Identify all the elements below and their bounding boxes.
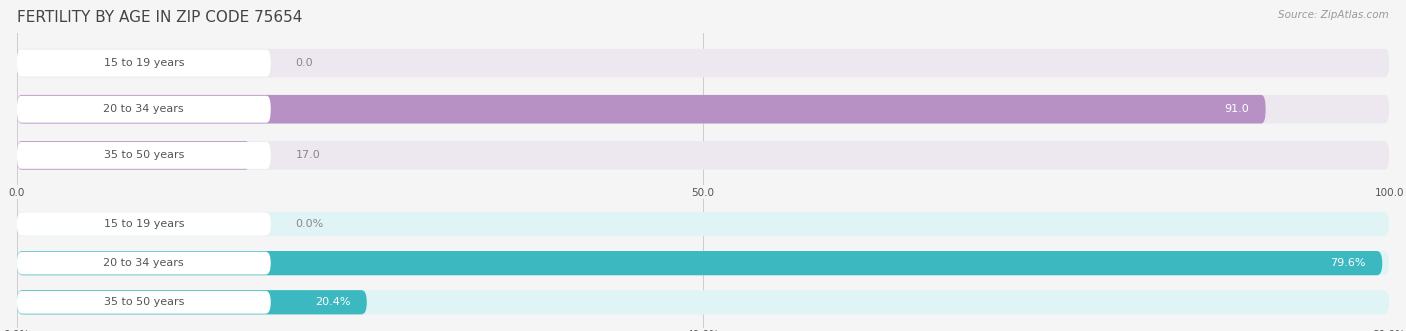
FancyBboxPatch shape (17, 142, 271, 169)
Text: 35 to 50 years: 35 to 50 years (104, 297, 184, 307)
Text: Source: ZipAtlas.com: Source: ZipAtlas.com (1278, 10, 1389, 20)
FancyBboxPatch shape (17, 49, 1389, 77)
Text: 20 to 34 years: 20 to 34 years (104, 258, 184, 268)
FancyBboxPatch shape (17, 291, 271, 314)
FancyBboxPatch shape (17, 251, 1382, 275)
FancyBboxPatch shape (17, 141, 1389, 170)
Text: 20 to 34 years: 20 to 34 years (104, 104, 184, 114)
FancyBboxPatch shape (17, 50, 271, 76)
Text: 91.0: 91.0 (1225, 104, 1249, 114)
Text: FERTILITY BY AGE IN ZIP CODE 75654: FERTILITY BY AGE IN ZIP CODE 75654 (17, 10, 302, 25)
FancyBboxPatch shape (17, 141, 250, 170)
Text: 79.6%: 79.6% (1330, 258, 1365, 268)
FancyBboxPatch shape (17, 290, 1389, 314)
FancyBboxPatch shape (17, 95, 1389, 123)
FancyBboxPatch shape (17, 251, 1389, 275)
FancyBboxPatch shape (17, 95, 1265, 123)
Text: 35 to 50 years: 35 to 50 years (104, 150, 184, 160)
Text: 0.0%: 0.0% (295, 219, 323, 229)
FancyBboxPatch shape (17, 212, 1389, 236)
FancyBboxPatch shape (17, 252, 271, 275)
FancyBboxPatch shape (17, 213, 271, 235)
Text: 17.0: 17.0 (295, 150, 321, 160)
FancyBboxPatch shape (17, 96, 271, 123)
Text: 15 to 19 years: 15 to 19 years (104, 219, 184, 229)
FancyBboxPatch shape (17, 290, 367, 314)
Text: 15 to 19 years: 15 to 19 years (104, 58, 184, 68)
Text: 20.4%: 20.4% (315, 297, 350, 307)
Text: 0.0: 0.0 (295, 58, 314, 68)
